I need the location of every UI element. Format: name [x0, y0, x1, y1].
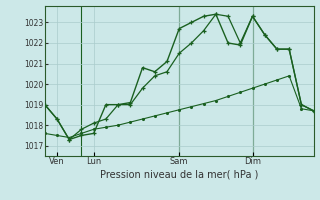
X-axis label: Pression niveau de la mer( hPa ): Pression niveau de la mer( hPa ) — [100, 169, 258, 179]
